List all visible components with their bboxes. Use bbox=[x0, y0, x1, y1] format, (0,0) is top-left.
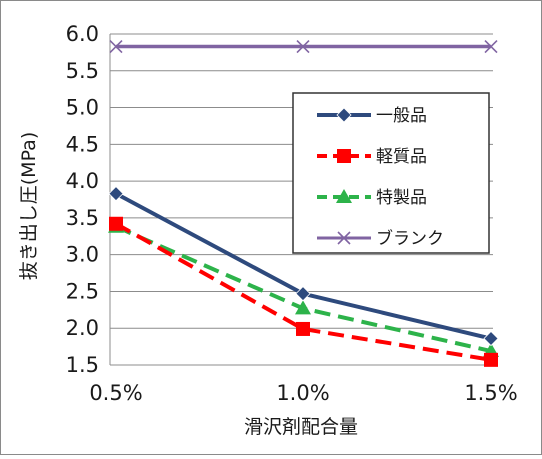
y-tick-label: 4.0 bbox=[66, 169, 99, 193]
data-point bbox=[483, 330, 499, 347]
data-point bbox=[295, 286, 311, 302]
x-tick-labels: 0.5% 1.0% 1.5% bbox=[89, 381, 517, 405]
marker-stroke bbox=[109, 39, 123, 54]
legend-item: 一般品 bbox=[317, 106, 427, 126]
series-3 bbox=[109, 39, 498, 54]
series-0 bbox=[108, 186, 499, 347]
data-point bbox=[109, 216, 123, 231]
marker-stroke bbox=[296, 39, 310, 54]
legend-label: ブランク bbox=[376, 228, 444, 249]
legend-label: 特製品 bbox=[376, 188, 427, 208]
series bbox=[108, 39, 499, 367]
data-point bbox=[337, 231, 351, 245]
y-tick-label: 2.5 bbox=[66, 279, 99, 303]
x-tick-label: 1.5% bbox=[464, 381, 517, 405]
legend-item: 特製品 bbox=[317, 188, 427, 208]
data-point bbox=[296, 39, 310, 54]
legend-item: ブランク bbox=[317, 228, 444, 249]
marker-stroke bbox=[484, 39, 498, 54]
y-tick-label: 1.5 bbox=[66, 353, 99, 377]
legend-item: 軽質品 bbox=[317, 147, 427, 167]
y-tick-label: 5.0 bbox=[66, 96, 99, 120]
x-tick-label: 0.5% bbox=[89, 381, 142, 405]
legend-label: 一般品 bbox=[376, 106, 427, 126]
x-axis-label: 滑沢剤配合量 bbox=[244, 416, 358, 438]
data-point bbox=[336, 189, 352, 203]
data-point bbox=[109, 39, 123, 54]
data-point bbox=[295, 300, 311, 315]
y-tick-labels: 1.5 2.0 2.5 3.0 3.5 4.0 4.5 5.0 5.5 6.0 bbox=[66, 22, 99, 377]
marker-stroke bbox=[337, 231, 351, 245]
y-tick-label: 2.0 bbox=[66, 316, 99, 340]
y-axis-label: 抜き出し圧(MPa) bbox=[18, 132, 40, 280]
y-tick-label: 3.0 bbox=[66, 243, 99, 267]
data-point bbox=[484, 39, 498, 54]
y-tick-label: 4.5 bbox=[66, 132, 99, 156]
series-1 bbox=[109, 216, 498, 367]
data-point bbox=[336, 107, 352, 123]
legend-box bbox=[292, 92, 490, 254]
data-point bbox=[296, 321, 310, 336]
x-tick-label: 1.0% bbox=[276, 381, 329, 405]
y-tick-label: 6.0 bbox=[66, 22, 99, 46]
y-tick-label: 5.5 bbox=[66, 59, 99, 83]
data-point bbox=[108, 186, 124, 202]
data-point bbox=[337, 149, 351, 163]
data-point bbox=[484, 352, 498, 367]
legend-label: 軽質品 bbox=[376, 147, 427, 167]
y-tick-label: 3.5 bbox=[66, 206, 99, 230]
series-line bbox=[115, 222, 492, 362]
